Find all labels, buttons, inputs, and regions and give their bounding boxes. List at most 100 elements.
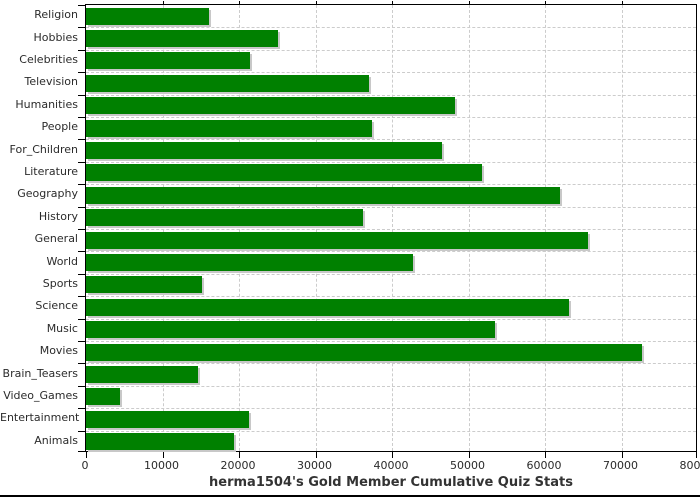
- x-axis-top-tick: [239, 1, 240, 5]
- bar-hobbies: [86, 29, 278, 47]
- x-axis-tick: [468, 452, 470, 458]
- category-label: World: [46, 254, 78, 268]
- x-axis-top-tick: [621, 1, 623, 5]
- horizontal-gridline: [86, 139, 696, 141]
- category-label: Geography: [17, 187, 78, 201]
- y-axis-tick: [78, 139, 86, 141]
- y-axis-tick: [78, 385, 86, 387]
- horizontal-gridline: [86, 27, 696, 29]
- bar-music: [86, 321, 495, 339]
- horizontal-gridline: [86, 72, 696, 74]
- y-axis-tick: [78, 72, 86, 74]
- category-label: Brain_Teasers: [2, 366, 78, 380]
- y-axis-tick: [78, 251, 86, 253]
- x-axis-tick: [162, 452, 164, 458]
- bar-literature: [86, 164, 482, 182]
- x-axis-tick: [621, 452, 623, 458]
- category-label: Television: [24, 75, 79, 89]
- bar-religion: [86, 7, 210, 25]
- y-axis-tick: [78, 318, 86, 320]
- y-axis-tick: [78, 206, 86, 208]
- bar-entertainment: [86, 410, 249, 428]
- bar-for_children: [86, 141, 443, 159]
- bar-geography: [86, 186, 560, 204]
- x-axis-tick: [239, 452, 240, 458]
- x-axis-top-tick: [315, 1, 317, 5]
- category-label: General: [34, 232, 78, 246]
- horizontal-gridline: [86, 161, 696, 163]
- bar-movies: [86, 343, 643, 361]
- vertical-gridline: [545, 5, 546, 451]
- horizontal-gridline: [86, 117, 696, 118]
- category-label: Hobbies: [33, 30, 78, 44]
- y-axis-tick: [78, 161, 86, 163]
- x-axis-tick: [315, 452, 317, 458]
- bar-brain_teasers: [86, 365, 198, 383]
- y-axis-tick: [78, 94, 86, 96]
- bar-world: [86, 253, 413, 271]
- category-label: Entertainment: [0, 411, 80, 425]
- bar-celebrities: [86, 52, 250, 70]
- horizontal-gridline: [86, 408, 696, 410]
- category-label: Animals: [34, 433, 78, 447]
- x-tick-label: 80000: [679, 459, 700, 472]
- y-axis-tick: [78, 5, 86, 6]
- plot-area: [78, 1, 697, 458]
- x-axis-tick: [545, 452, 546, 458]
- category-label: History: [38, 209, 78, 223]
- horizontal-gridline: [86, 184, 696, 186]
- vertical-gridline: [239, 5, 240, 451]
- horizontal-gridline: [86, 251, 696, 253]
- x-tick-label: 0: [81, 459, 89, 472]
- y-axis-tick: [78, 451, 86, 452]
- horizontal-gridline: [86, 363, 696, 365]
- vertical-gridline: [468, 5, 470, 451]
- y-axis-tick: [78, 27, 86, 29]
- category-label: Literature: [24, 165, 78, 178]
- bar-television: [86, 74, 370, 92]
- bar-general: [86, 231, 588, 249]
- horizontal-gridline: [86, 341, 696, 342]
- category-label: Humanities: [15, 97, 78, 111]
- y-axis-tick: [78, 430, 86, 432]
- y-axis-tick: [78, 296, 86, 298]
- category-label: For_Children: [9, 142, 78, 156]
- category-label: Religion: [34, 8, 78, 22]
- category-label: Celebrities: [19, 53, 78, 66]
- category-label: Music: [46, 321, 78, 335]
- category-label: Sports: [42, 277, 78, 290]
- y-axis-tick: [78, 408, 86, 410]
- horizontal-gridline: [86, 318, 696, 320]
- x-tick-label: 50000: [450, 459, 485, 472]
- horizontal-gridline: [86, 385, 696, 387]
- category-label: Movies: [39, 344, 78, 358]
- bar-science: [86, 298, 569, 316]
- horizontal-gridline: [86, 94, 696, 96]
- y-axis-tick: [78, 184, 86, 186]
- vertical-gridline: [621, 5, 623, 451]
- x-tick-label: 40000: [373, 459, 409, 472]
- vertical-gridline: [315, 5, 317, 451]
- horizontal-gridline: [86, 430, 696, 432]
- bar-humanities: [86, 97, 455, 115]
- x-axis-top-tick: [392, 1, 393, 5]
- x-axis-tick: [86, 452, 87, 458]
- y-axis-tick: [78, 341, 86, 342]
- x-axis-tick: [392, 452, 393, 458]
- bar-people: [86, 119, 373, 137]
- x-axis-top-tick: [545, 1, 546, 5]
- y-axis-tick: [78, 229, 86, 230]
- chart-title: herma1504's Gold Member Cumulative Quiz …: [209, 475, 573, 490]
- horizontal-gridline: [86, 273, 696, 275]
- horizontal-gridline: [86, 206, 696, 208]
- vertical-gridline: [162, 5, 164, 451]
- bar-video_games: [86, 388, 121, 406]
- horizontal-gridline: [86, 229, 696, 230]
- y-axis-tick: [78, 363, 86, 365]
- x-tick-label: 10000: [144, 459, 179, 472]
- category-label: People: [41, 120, 78, 134]
- y-axis-tick: [78, 49, 86, 51]
- bar-sports: [86, 276, 203, 294]
- category-label: Video_Games: [3, 389, 78, 402]
